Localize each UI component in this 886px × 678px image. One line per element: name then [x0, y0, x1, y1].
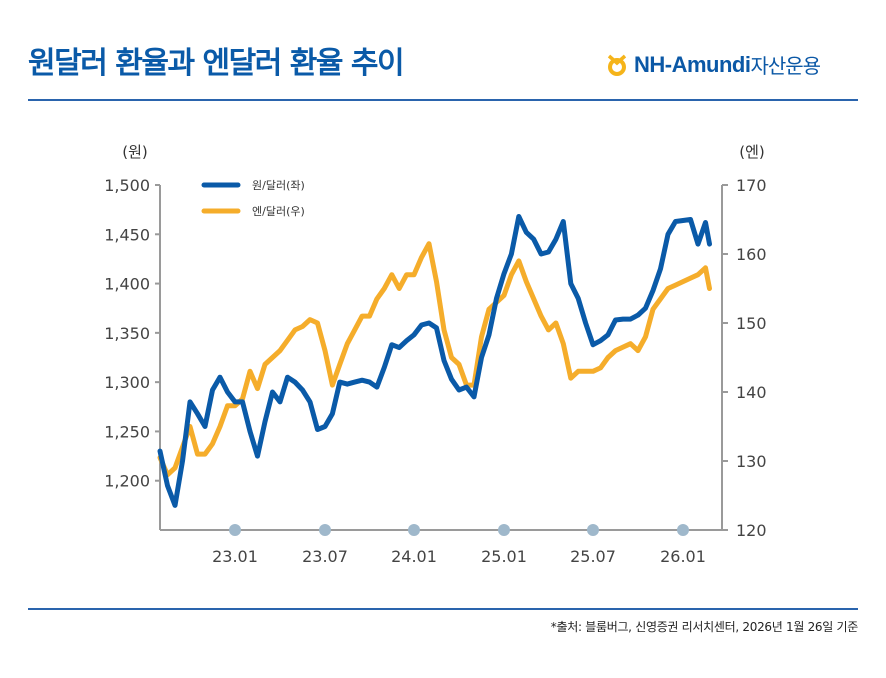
series-line-krw [157, 214, 712, 508]
nh-amundi-logo: NH-Amundi 자산운용 [606, 50, 821, 79]
right-tick-label: 150 [736, 314, 767, 333]
page-title: 원달러 환율과 엔달러 환율 추이 [28, 46, 405, 81]
legend-label-jpy: 엔/달러(우) [252, 205, 305, 218]
x-tick-label: 25.01 [481, 547, 527, 566]
left-tick-label: 1,450 [104, 225, 150, 244]
left-tick-label: 1,400 [104, 275, 150, 294]
left-tick-label: 1,350 [104, 324, 150, 343]
legend: 원/달러(좌) 엔/달러(우) [201, 179, 305, 218]
header-divider [28, 99, 858, 101]
left-tick-label: 1,300 [104, 373, 150, 392]
right-tick-label: 120 [736, 521, 767, 540]
x-tick-label: 23.01 [212, 547, 258, 566]
right-axis-unit: (엔) [739, 143, 765, 161]
x-tick-dot [319, 524, 331, 536]
series-line-jpy [157, 241, 712, 478]
right-tick-label: 170 [736, 176, 767, 195]
left-axis-unit: (원) [122, 143, 148, 161]
x-tick-dot [229, 524, 241, 536]
x-tick-dot [677, 524, 689, 536]
right-tick-label: 160 [736, 245, 767, 264]
right-tick-label: 140 [736, 383, 767, 402]
x-tick-label: 25.07 [570, 547, 616, 566]
source-note: *출처: 블룸버그, 신영증권 리서치센터, 2026년 1월 26일 기준 [550, 620, 859, 634]
footer-divider [28, 608, 858, 610]
x-tick-dot [587, 524, 599, 536]
x-tick-label: 24.01 [391, 547, 437, 566]
left-tick-label: 1,500 [104, 176, 150, 195]
x-tick-label: 23.07 [302, 547, 348, 566]
logo-brand: NH-Amundi [634, 51, 751, 77]
x-tick-dot [498, 524, 510, 536]
nh-emblem-icon [607, 54, 627, 76]
right-tick-label: 130 [736, 452, 767, 471]
left-tick-label: 1,200 [104, 472, 150, 491]
x-tick-dot [408, 524, 420, 536]
x-tick-label: 26.01 [660, 547, 706, 566]
logo-sub: 자산운용 [750, 54, 821, 78]
legend-label-krw: 원/달러(좌) [252, 179, 305, 192]
left-tick-label: 1,250 [104, 422, 150, 441]
